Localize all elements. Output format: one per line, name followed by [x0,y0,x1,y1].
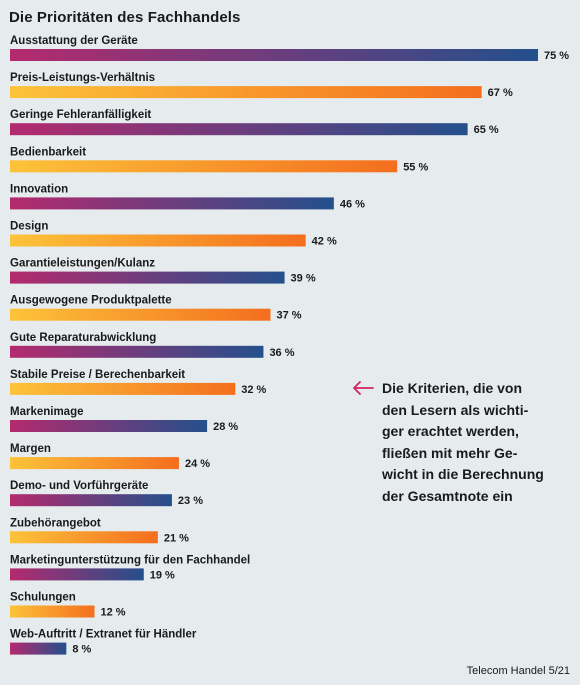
bar [10,86,482,99]
bar [10,123,468,136]
chart-title: Die Prioritäten des Fachhandels [9,9,241,26]
value-label: 19 % [150,569,175,581]
category-label: Gute Reparaturabwicklung [10,332,156,344]
value-label: 75 % [544,50,569,62]
category-label: Schulungen [10,592,76,604]
bar [10,494,172,507]
category-label: Preis-Leistungs-Verhältnis [10,72,155,84]
value-label: 36 % [269,347,294,359]
bar [10,160,398,173]
value-label: 37 % [276,310,301,322]
bar [10,605,95,618]
bar [10,531,158,544]
bar [10,420,208,432]
source-credit: Telecom Handel 5/21 [466,665,570,677]
category-label: Geringe Fehleranfälligkeit [10,109,151,121]
value-label: 32 % [241,384,266,396]
value-label: 67 % [488,87,513,99]
value-label: 65 % [474,124,499,136]
bar [10,49,538,61]
value-label: 28 % [213,421,238,433]
value-label: 8 % [72,644,91,656]
value-label: 55 % [403,161,428,173]
category-label: Zubehörangebot [10,517,101,529]
category-label: Bedienbarkeit [10,146,86,158]
value-label: 12 % [100,607,125,619]
bar [10,308,271,321]
value-label: 42 % [312,236,337,248]
value-label: 24 % [185,458,210,470]
category-label: Stabile Preise / Berechenbarkeit [10,369,185,381]
value-label: 39 % [291,273,316,285]
bar [10,382,236,395]
annotation-text: Die Kriterien, die von den Lesern als wi… [382,380,544,504]
bar [10,345,264,358]
value-label: 21 % [164,532,189,544]
bar [10,271,285,284]
category-label: Innovation [10,183,68,195]
category-label: Margen [10,443,51,455]
bar [10,642,67,655]
bar [10,197,334,210]
bar [10,234,306,247]
category-label: Web-Auftritt / Extranet für Händler [10,629,197,641]
left-arrow-icon [353,381,374,395]
bar [10,457,179,470]
category-label: Markenimage [10,406,84,418]
bar [10,568,144,581]
value-label: 46 % [340,198,365,210]
category-label: Design [10,221,48,233]
category-label: Marketingunterstützung für den Fachhande… [10,554,250,566]
category-label: Ausgewogene Produktpalette [10,295,172,307]
category-label: Ausstattung der Geräte [10,35,138,47]
category-label: Garantieleistungen/Kulanz [10,258,155,270]
value-label: 23 % [178,495,203,507]
category-label: Demo- und Vorführgeräte [10,480,148,492]
